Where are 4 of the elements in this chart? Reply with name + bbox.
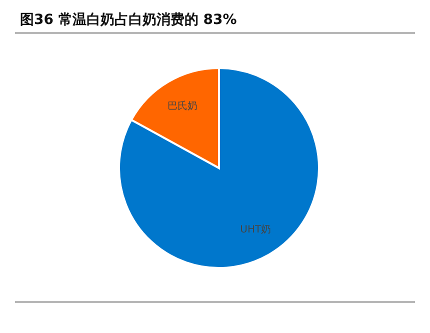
slice-label: 巴氏奶 — [167, 100, 198, 112]
slice-label: UHT奶 — [240, 224, 272, 236]
chart-title: 图36 常温白奶占白奶消费的 83% — [20, 12, 237, 28]
pie-slice — [118, 67, 320, 269]
